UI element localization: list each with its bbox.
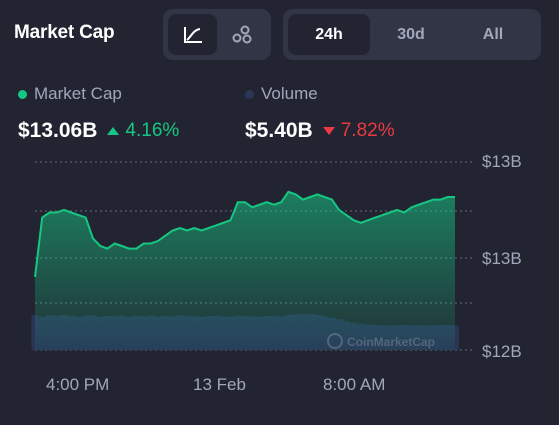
volume-value: $5.40B (245, 119, 313, 142)
y-tick-label: $13B (482, 152, 522, 171)
legend-volume[interactable]: Volume (245, 84, 318, 104)
coinmarketcap-logo-icon (327, 333, 343, 349)
line-chart-button[interactable] (168, 14, 217, 55)
volume-change-value: 7.82% (340, 120, 395, 141)
market-cap-line (34, 190, 455, 278)
chart-type-toggle (163, 9, 271, 60)
line-chart-icon (183, 26, 202, 43)
volume-change: 7.82% (322, 120, 395, 142)
market-cap-change: 4.16% (107, 120, 179, 142)
caret-up-icon (107, 127, 120, 135)
x-tick-label: 13 Feb (193, 375, 246, 394)
volume-dot-icon (245, 89, 254, 99)
market-cap-change-value: 4.16% (125, 120, 180, 141)
market-cap-dot-icon (18, 89, 27, 99)
market-cap-value: $13.06B (18, 119, 98, 142)
candlestick-chart-button[interactable] (217, 14, 266, 55)
x-tick-label: 8:00 AM (323, 375, 386, 394)
market-cap-area (35, 191, 455, 350)
page-title: Market Cap (14, 22, 115, 43)
y-tick-label: $12B (482, 342, 522, 361)
range-30d-button[interactable]: 30d (397, 25, 425, 43)
x-tick-label: 4:00 PM (46, 375, 110, 394)
legend-market-cap-label: Market Cap (34, 84, 122, 103)
range-24h-button[interactable]: 24h (288, 14, 370, 55)
volume-stat: $5.40B 7.82% (245, 119, 395, 143)
candlestick-bubbles-icon (232, 25, 251, 43)
legend-volume-label: Volume (261, 84, 318, 103)
caret-down-icon (322, 127, 335, 135)
watermark-text: CoinMarketCap (347, 335, 435, 349)
legend-market-cap[interactable]: Market Cap (18, 84, 122, 104)
y-tick-label: $13B (482, 249, 522, 268)
watermark: CoinMarketCap (327, 333, 435, 349)
time-range-selector: 24h 30d All (283, 9, 541, 60)
market-cap-stat: $13.06B 4.16% (18, 119, 179, 143)
range-all-button[interactable]: All (482, 25, 504, 43)
volume-bar (451, 325, 459, 350)
